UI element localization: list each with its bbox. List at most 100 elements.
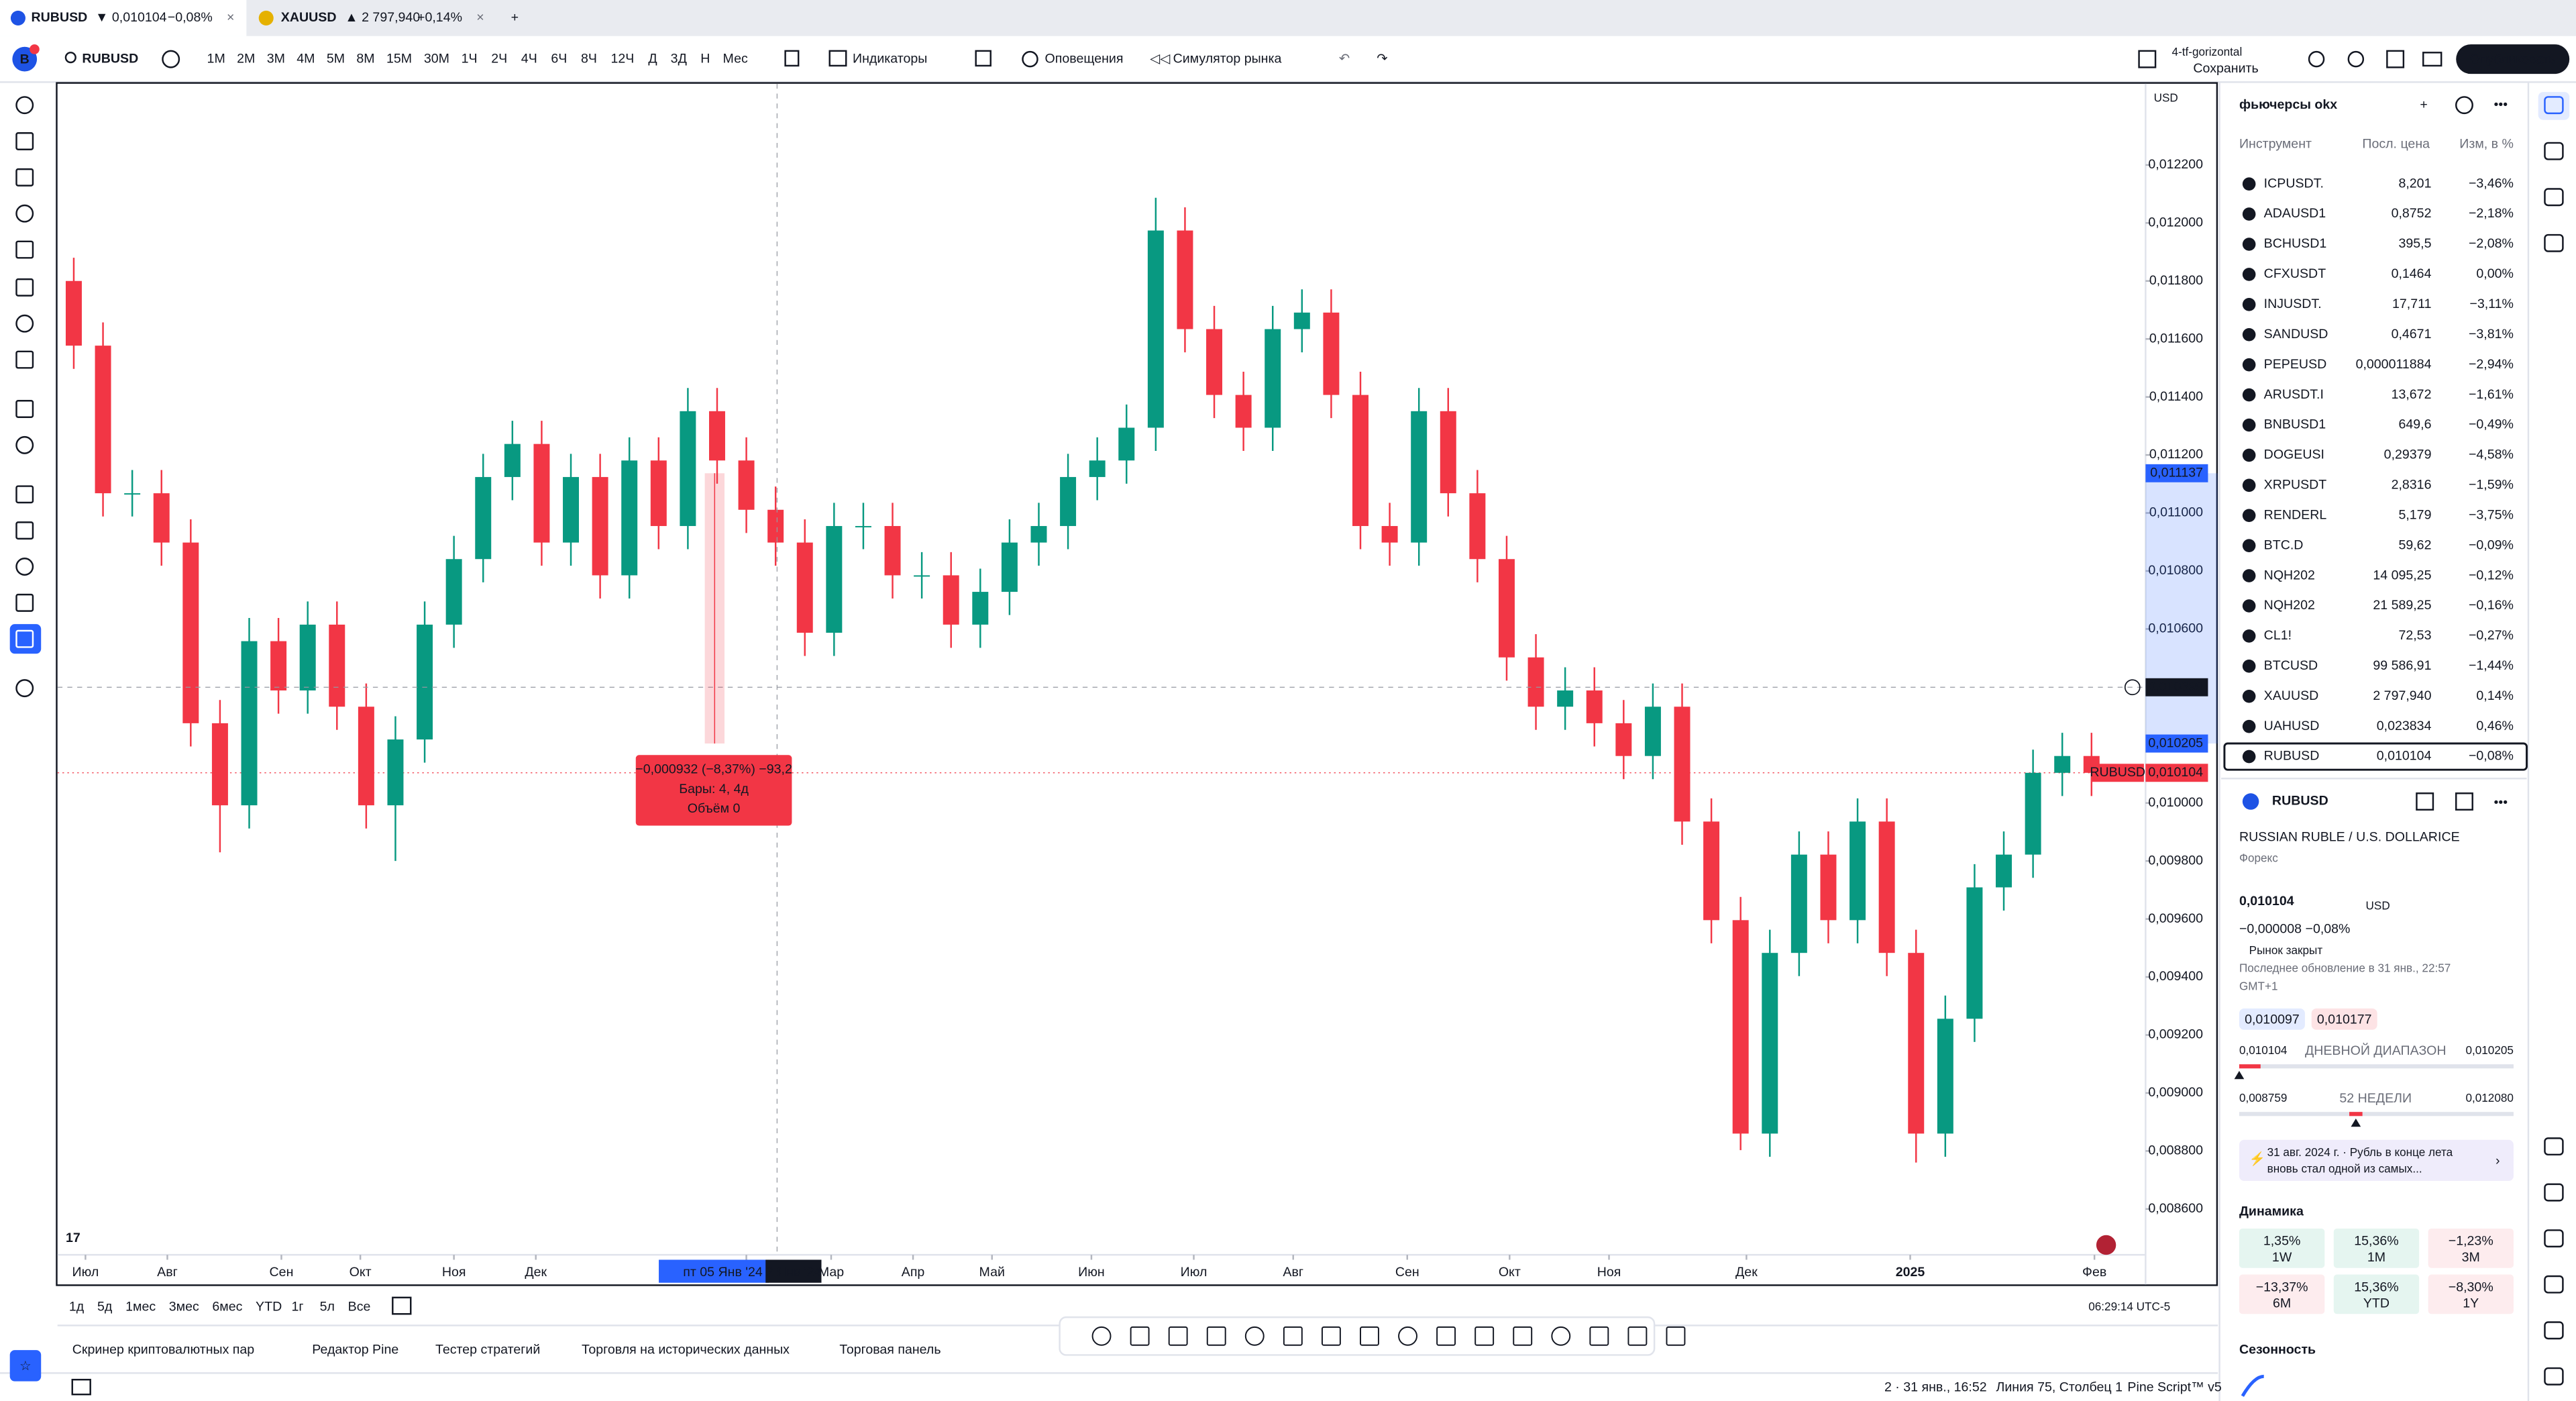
- sidebar-icon[interactable]: [2544, 1367, 2564, 1386]
- more[interactable]: •••: [2494, 795, 2508, 810]
- float-tool[interactable]: [1474, 1326, 1495, 1346]
- period[interactable]: YTD: [256, 1300, 282, 1314]
- symbol-search[interactable]: RUBUSD: [82, 51, 138, 66]
- bottom-tab[interactable]: Скринер криптовалютных пар: [72, 1342, 255, 1357]
- more[interactable]: •••: [2494, 97, 2508, 112]
- news-card[interactable]: [2239, 1139, 2514, 1181]
- bottom-tab[interactable]: Тестер стратегий: [435, 1342, 540, 1357]
- sidebar-icon[interactable]: [2544, 1137, 2564, 1156]
- tab-close[interactable]: ×: [476, 10, 484, 25]
- tool[interactable]: [15, 168, 34, 187]
- float-tool[interactable]: [1589, 1326, 1609, 1346]
- float-tool[interactable]: [1244, 1326, 1265, 1346]
- interval[interactable]: 2Ч: [491, 51, 507, 66]
- watchlist-row[interactable]: BTCUSD 99 586,91 −1,44%: [2242, 658, 2514, 673]
- watchlist-row[interactable]: BCHUSD1 395,5 −2,08%: [2242, 236, 2514, 251]
- float-tool[interactable]: [1398, 1326, 1417, 1346]
- watchlist-row[interactable]: RUBUSD 0,010104 −0,08%: [2223, 742, 2528, 771]
- float-tool[interactable]: [1551, 1326, 1571, 1346]
- sidebar-icon[interactable]: [2544, 1183, 2564, 1202]
- alerts-button[interactable]: Оповещения: [1045, 51, 1124, 66]
- interval[interactable]: 12Ч: [611, 51, 635, 66]
- tool[interactable]: [15, 521, 34, 540]
- note-icon[interactable]: [2455, 792, 2473, 811]
- tool[interactable]: [15, 350, 34, 369]
- watchlist-row[interactable]: ICPUSDT. 8,201 −3,46%: [2242, 176, 2514, 191]
- chart-type-icon[interactable]: [784, 50, 800, 67]
- float-tool[interactable]: [1321, 1326, 1341, 1346]
- watchlist-row[interactable]: NQH202 14 095,25 −0,12%: [2242, 568, 2514, 582]
- add-symbol[interactable]: +: [2420, 97, 2427, 112]
- tool[interactable]: [15, 558, 34, 576]
- interval[interactable]: 1Ч: [462, 51, 478, 66]
- undo[interactable]: ↶: [1339, 51, 1350, 66]
- indicators-button[interactable]: Индикаторы: [853, 51, 927, 66]
- tool[interactable]: [15, 435, 34, 454]
- watchlist-row[interactable]: INJUSDT. 17,711 −3,11%: [2242, 297, 2514, 311]
- layout-name[interactable]: 4-tf-gorizontal: [2172, 45, 2243, 58]
- watchlist-row[interactable]: DOGEUSI 0,29379 −4,58%: [2242, 448, 2514, 462]
- sidebar-icon[interactable]: [2544, 234, 2564, 252]
- float-tool[interactable]: [1168, 1326, 1188, 1346]
- sidebar-icon[interactable]: [2544, 1321, 2564, 1340]
- float-tool[interactable]: [1360, 1326, 1379, 1346]
- watchlist-row[interactable]: ARUSDT.I 13,672 −1,61%: [2242, 387, 2514, 402]
- period[interactable]: 1д: [69, 1300, 85, 1314]
- sidebar-icon[interactable]: [2544, 188, 2564, 207]
- watchlist-icon[interactable]: [2455, 96, 2473, 115]
- interval[interactable]: Д: [648, 51, 657, 66]
- float-tool[interactable]: [1436, 1326, 1456, 1346]
- tool[interactable]: [15, 132, 34, 150]
- date-range-icon[interactable]: [392, 1296, 412, 1315]
- compare-icon[interactable]: [162, 50, 180, 68]
- tool[interactable]: [15, 204, 34, 223]
- interval[interactable]: 3М: [267, 51, 285, 66]
- interval[interactable]: 1М: [207, 51, 225, 66]
- tool[interactable]: [15, 278, 34, 297]
- interval[interactable]: Мес: [723, 51, 748, 66]
- tool[interactable]: [15, 679, 34, 698]
- interval[interactable]: 3Д: [671, 51, 687, 66]
- templates-icon[interactable]: [975, 50, 991, 67]
- tool[interactable]: [15, 400, 34, 418]
- redo[interactable]: ↷: [1377, 51, 1388, 66]
- float-tool[interactable]: [1513, 1326, 1533, 1346]
- fullscreen[interactable]: [2386, 50, 2405, 68]
- float-tool[interactable]: [1283, 1326, 1303, 1346]
- new-tab[interactable]: +: [511, 10, 519, 25]
- tool[interactable]: [15, 240, 34, 259]
- watchlist-row[interactable]: XAUUSD 2 797,940 0,14%: [2242, 688, 2514, 703]
- interval[interactable]: 2М: [237, 51, 255, 66]
- tab-close[interactable]: ×: [227, 10, 234, 25]
- period[interactable]: 3мес: [169, 1300, 199, 1314]
- bottom-tab[interactable]: Торговля на исторических данных: [582, 1342, 790, 1357]
- period[interactable]: 1г: [291, 1300, 303, 1314]
- interval[interactable]: 4Ч: [521, 51, 537, 66]
- tab[interactable]: [250, 3, 490, 33]
- watchlist-row[interactable]: CL1! 72,53 −0,27%: [2242, 628, 2514, 643]
- settings[interactable]: [2347, 50, 2365, 68]
- float-tool[interactable]: [1206, 1326, 1226, 1346]
- watchlist-row[interactable]: CFXUSDT 0,1464 0,00%: [2242, 266, 2514, 281]
- interval[interactable]: 15М: [386, 51, 412, 66]
- interval[interactable]: 8М: [356, 51, 374, 66]
- period[interactable]: 1мес: [125, 1300, 156, 1314]
- console-icon[interactable]: [71, 1378, 91, 1396]
- period[interactable]: 6мес: [212, 1300, 242, 1314]
- float-tool[interactable]: [1627, 1326, 1648, 1346]
- avatar[interactable]: [12, 46, 38, 72]
- interval[interactable]: 4М: [297, 51, 315, 66]
- watchlist-row[interactable]: XRPUSDT 2,8316 −1,59%: [2242, 478, 2514, 492]
- period[interactable]: Все: [348, 1300, 371, 1314]
- interval[interactable]: 30М: [424, 51, 449, 66]
- period[interactable]: 5л: [320, 1300, 335, 1314]
- watchlist-row[interactable]: BNBUSD1 649,6 −0,49%: [2242, 417, 2514, 432]
- watchlist-row[interactable]: PEPEUSD 0,000011884 −2,94%: [2242, 357, 2514, 372]
- snapshot[interactable]: [2422, 52, 2443, 67]
- sidebar-icon[interactable]: [2544, 1275, 2564, 1294]
- sidebar-icon[interactable]: [2544, 96, 2564, 115]
- watchlist-row[interactable]: ADAUSD1 0,8752 −2,18%: [2242, 206, 2514, 221]
- column-header[interactable]: Посл. цена: [2362, 137, 2430, 152]
- details-icon[interactable]: [2416, 792, 2434, 811]
- favorites[interactable]: [9, 1350, 42, 1382]
